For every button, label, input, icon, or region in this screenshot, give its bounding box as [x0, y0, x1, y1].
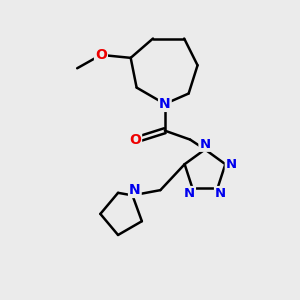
Text: N: N [226, 158, 237, 171]
Text: N: N [184, 187, 195, 200]
Text: O: O [95, 48, 107, 62]
Text: N: N [200, 138, 211, 151]
Text: O: O [129, 133, 141, 147]
Text: N: N [215, 187, 226, 200]
Text: N: N [129, 183, 141, 197]
Text: N: N [159, 97, 171, 111]
